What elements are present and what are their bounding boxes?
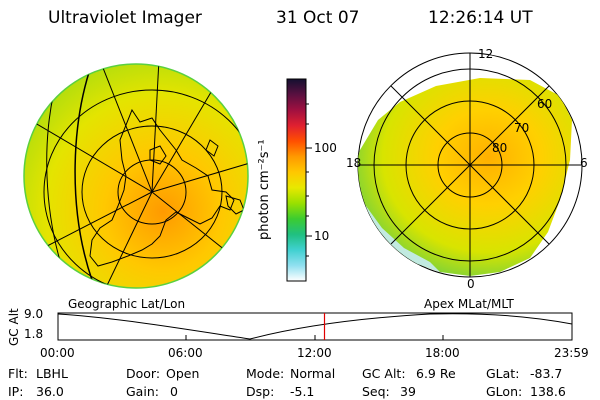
instrument-title: Ultraviolet Imager bbox=[48, 8, 202, 28]
info-mode-key: Mode: bbox=[246, 366, 285, 381]
mlt-label-12: 12 bbox=[478, 47, 494, 61]
info-ip-value: 36.0 bbox=[36, 384, 64, 399]
image-time: 12:26:14 UT bbox=[428, 8, 533, 28]
info-seq-value: 39 bbox=[400, 384, 416, 399]
mlt-label-18: 18 bbox=[346, 156, 362, 170]
mlt-label-0: 0 bbox=[467, 277, 475, 291]
timeline-xtick-2359: 23:59 bbox=[554, 346, 589, 360]
info-ip-key: IP: bbox=[8, 384, 24, 399]
colorbar bbox=[286, 78, 312, 282]
info-glat-value: -83.7 bbox=[530, 366, 563, 381]
info-glon-key: GLon: bbox=[486, 384, 523, 399]
info-seq-key: Seq: bbox=[362, 384, 390, 399]
timeline-ytick-top: 9.0 bbox=[24, 307, 44, 321]
timeline-ytick-bottom: 1.8 bbox=[24, 327, 44, 341]
info-gain-value: 0 bbox=[170, 384, 178, 399]
colorbar-tick-10: 10 bbox=[314, 229, 330, 243]
altitude-timeline bbox=[57, 312, 573, 341]
geographic-panel-label: Geographic Lat/Lon bbox=[68, 297, 186, 311]
timeline-ylabel: GC Alt bbox=[7, 308, 21, 346]
timeline-xtick-1200: 12:00 bbox=[297, 346, 332, 360]
info-flt-value: LBHL bbox=[36, 366, 68, 381]
info-gcalt-value: 6.9 Re bbox=[416, 366, 456, 381]
geographic-image bbox=[23, 63, 249, 289]
info-door-value: Open bbox=[166, 366, 200, 381]
info-dsp-key: Dsp: bbox=[246, 384, 275, 399]
timeline-xtick-0000: 00:00 bbox=[40, 346, 75, 360]
info-gcalt-key: GC Alt: bbox=[362, 366, 406, 381]
info-door-key: Door: bbox=[126, 366, 161, 381]
timeline-xtick-0600: 06:00 bbox=[168, 346, 203, 360]
mlat-label-80: 80 bbox=[492, 141, 508, 155]
image-date: 31 Oct 07 bbox=[276, 8, 360, 28]
info-dsp-value: -5.1 bbox=[290, 384, 315, 399]
info-glon-value: 138.6 bbox=[530, 384, 566, 399]
mlt-label-6: 6 bbox=[580, 156, 588, 170]
mlat-mlt-image bbox=[357, 52, 583, 278]
apex-panel-label: Apex MLat/MLT bbox=[424, 297, 514, 311]
info-flt-key: Flt: bbox=[8, 366, 28, 381]
colorbar-unit-label: photon cm⁻²s⁻¹ bbox=[257, 139, 272, 240]
info-glat-key: GLat: bbox=[486, 366, 520, 381]
colorbar-tick-100: 100 bbox=[314, 141, 337, 155]
mlat-label-70: 70 bbox=[514, 121, 530, 135]
info-mode-value: Normal bbox=[290, 366, 336, 381]
timeline-xtick-1800: 18:00 bbox=[425, 346, 460, 360]
info-gain-key: Gain: bbox=[126, 384, 159, 399]
mlat-label-60: 60 bbox=[537, 97, 553, 111]
